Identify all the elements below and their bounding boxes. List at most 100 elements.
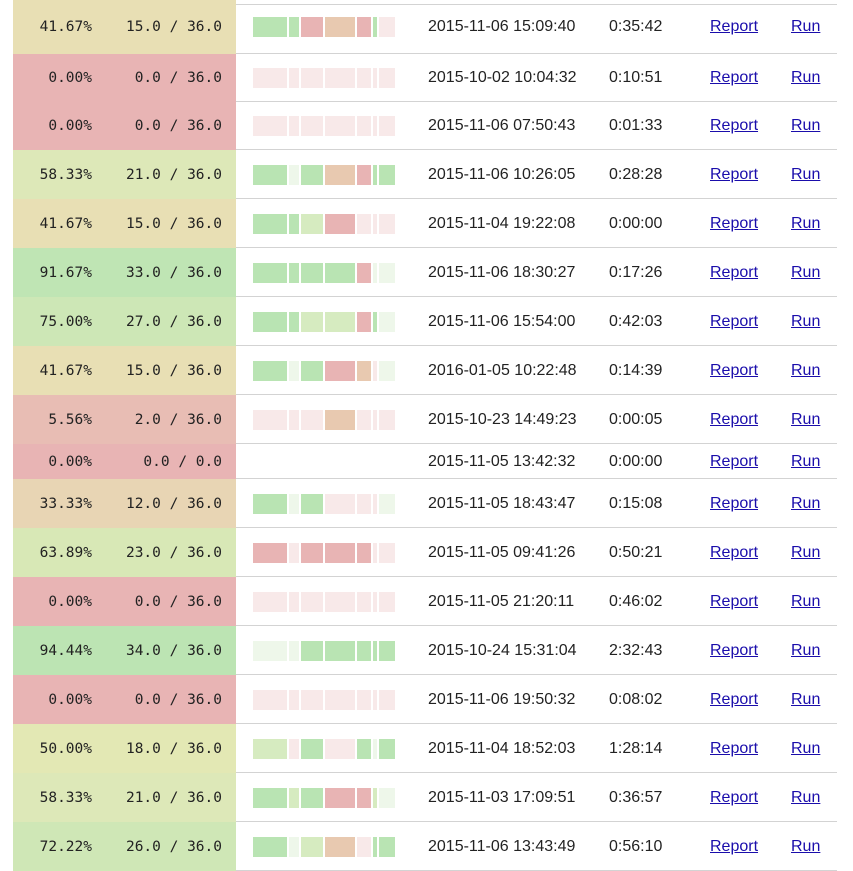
progress-segments [253, 738, 395, 759]
progress-segment-lightgreen [373, 787, 377, 808]
score-percent: 75.00% [39, 313, 92, 330]
top-divider [236, 4, 837, 5]
report-link[interactable]: Report [710, 410, 759, 428]
score-percent: 50.00% [39, 740, 92, 757]
row-divider [236, 53, 837, 54]
progress-segment-empty [379, 409, 395, 430]
report-link[interactable]: Report [710, 788, 759, 806]
run-link[interactable]: Run [791, 739, 821, 757]
run-link[interactable]: Run [791, 641, 821, 659]
progress-segments [253, 116, 395, 136]
report-link[interactable]: Report [710, 452, 759, 470]
progress-segment-red [357, 311, 371, 332]
run-date: 2015-11-05 18:43:47 [428, 494, 576, 512]
row-divider [236, 674, 837, 675]
report-link[interactable]: Report [710, 69, 759, 86]
report-link[interactable]: Report [710, 837, 759, 855]
run-link[interactable]: Run [791, 312, 821, 330]
progress-segment-empty [325, 68, 355, 88]
report-link[interactable]: Report [710, 165, 759, 183]
progress-segments [253, 836, 395, 857]
report-link[interactable]: Report [710, 690, 759, 708]
run-duration: 0:01:33 [609, 117, 663, 134]
table-row: 63.89% 23.0 / 36.0 2015-11-05 09:41:26 0:50… [0, 528, 853, 577]
progress-segment-empty [373, 542, 377, 563]
run-link[interactable]: Run [791, 263, 821, 281]
progress-segment-empty [301, 116, 323, 136]
score-percent: 0.00% [48, 118, 92, 134]
run-link[interactable]: Run [791, 361, 821, 379]
run-link[interactable]: Run [791, 494, 821, 512]
progress-segment-empty [373, 213, 377, 234]
run-link[interactable]: Run [791, 788, 821, 806]
run-link[interactable]: Run [791, 69, 821, 86]
run-date: 2015-11-05 09:41:26 [428, 543, 576, 561]
table-row: 91.67% 33.0 / 36.0 2015-11-06 18:30:27 0:17… [0, 248, 853, 297]
progress-segment-green [301, 787, 323, 808]
progress-segment-empty [289, 738, 299, 759]
score-cell: 75.00% 27.0 / 36.0 [13, 297, 236, 346]
progress-segment-green [379, 738, 395, 759]
progress-segment-peach [325, 836, 355, 857]
report-link[interactable]: Report [710, 543, 759, 561]
row-divider [236, 394, 837, 395]
progress-segment-green [357, 640, 371, 661]
progress-segment-green [373, 17, 377, 37]
run-link[interactable]: Run [791, 214, 821, 232]
progress-segment-lightgreen [289, 787, 299, 808]
report-link[interactable]: Report [710, 361, 759, 379]
score-percent: 94.44% [39, 642, 92, 659]
progress-segment-green [301, 262, 323, 283]
progress-segment-empty [373, 689, 377, 710]
progress-segment-palegreen [379, 493, 395, 514]
progress-segment-empty [379, 116, 395, 136]
report-link[interactable]: Report [710, 18, 759, 35]
run-link[interactable]: Run [791, 165, 821, 183]
run-date: 2015-11-06 10:26:05 [428, 165, 576, 183]
progress-segment-empty [253, 409, 287, 430]
progress-segment-empty [373, 360, 377, 381]
progress-segment-empty [373, 591, 377, 612]
progress-segment-empty [379, 689, 395, 710]
run-link[interactable]: Run [791, 592, 821, 610]
run-link[interactable]: Run [791, 452, 821, 470]
report-link[interactable]: Report [710, 117, 759, 134]
progress-segment-green [253, 213, 287, 234]
progress-segment-empty [289, 591, 299, 612]
progress-segment-green [289, 213, 299, 234]
report-link[interactable]: Report [710, 312, 759, 330]
run-link[interactable]: Run [791, 410, 821, 428]
row-divider [236, 527, 837, 528]
report-link[interactable]: Report [710, 494, 759, 512]
table-row: 33.33% 12.0 / 36.0 2015-11-05 18:43:47 0:15… [0, 479, 853, 528]
table-row: 41.67% 15.0 / 36.0 2016-01-05 10:22:48 0:14… [0, 346, 853, 395]
progress-segment-red [325, 360, 355, 381]
progress-segment-palegreen [253, 640, 287, 661]
progress-segment-red [357, 17, 371, 37]
progress-segment-palegreen [289, 640, 299, 661]
score-cell: 41.67% 15.0 / 36.0 [13, 346, 236, 395]
table-row: 0.00% 0.0 / 36.0 2015-11-06 19:50:32 0:08:0… [0, 675, 853, 724]
report-link[interactable]: Report [710, 641, 759, 659]
report-link[interactable]: Report [710, 592, 759, 610]
progress-segment-green [379, 836, 395, 857]
progress-segment-green [301, 738, 323, 759]
progress-segment-empty [357, 836, 371, 857]
run-link[interactable]: Run [791, 543, 821, 561]
report-link[interactable]: Report [710, 214, 759, 232]
score-cell: 0.00% 0.0 / 36.0 [13, 577, 236, 626]
run-link[interactable]: Run [791, 690, 821, 708]
report-link[interactable]: Report [710, 739, 759, 757]
run-link[interactable]: Run [791, 18, 821, 35]
progress-segment-empty [379, 68, 395, 88]
score-cell: 63.89% 23.0 / 36.0 [13, 528, 236, 577]
progress-segment-green [373, 836, 377, 857]
progress-segment-empty [357, 689, 371, 710]
progress-segment-red [325, 787, 355, 808]
report-link[interactable]: Report [710, 263, 759, 281]
run-link[interactable]: Run [791, 117, 821, 134]
run-duration: 0:35:42 [609, 18, 663, 35]
progress-segment-red [301, 542, 323, 563]
run-link[interactable]: Run [791, 837, 821, 855]
progress-segment-green [253, 787, 287, 808]
